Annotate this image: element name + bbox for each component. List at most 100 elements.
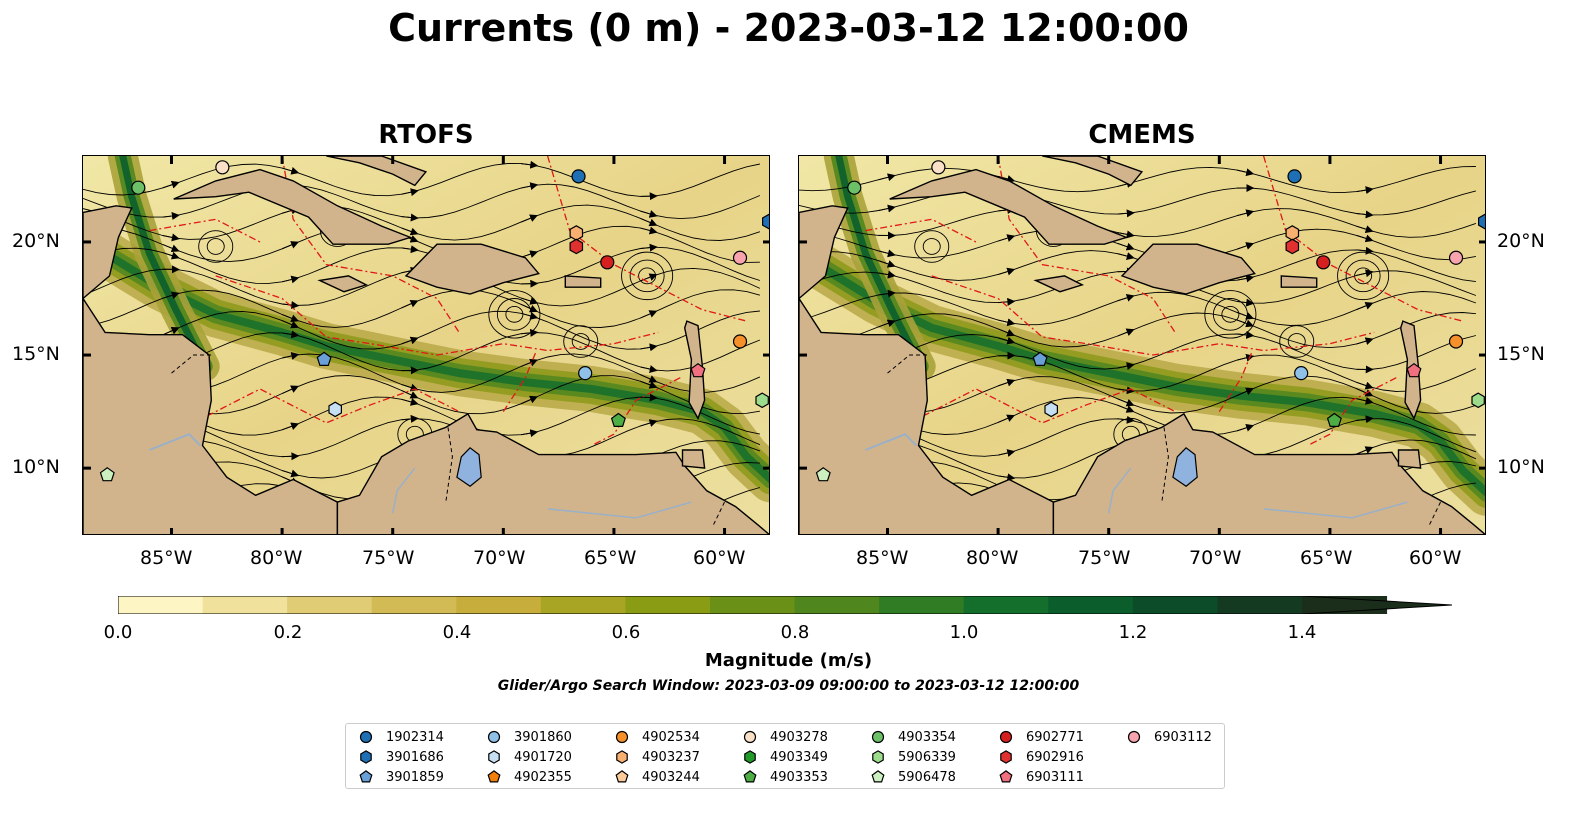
float-marker-4903354 [131, 180, 146, 195]
y-tick-label-left: 10°N [12, 456, 60, 478]
streamline-arrow [1356, 210, 1374, 219]
eddy-streamline [563, 325, 599, 358]
streamline-arrow [640, 217, 658, 227]
legend-label: 4903349 [770, 749, 828, 765]
streamline-arrow [520, 395, 538, 405]
x-tick-label-left: 60°W [693, 547, 746, 569]
streamline-arrow [878, 270, 896, 279]
land-yucatan [83, 205, 133, 300]
colorbar [118, 596, 1452, 614]
eddy-streamline [198, 230, 234, 263]
legend-label: 4903237 [642, 749, 700, 765]
eddy-streamline [496, 298, 532, 331]
legend-entry: 6902771 [998, 727, 1084, 747]
legend-entry: 6903111 [998, 767, 1084, 787]
streamline-arrow [401, 213, 419, 222]
legend-entry: 6902916 [998, 747, 1084, 767]
streamline-arrow [997, 336, 1016, 345]
float-marker-3901859 [1032, 351, 1048, 366]
streamline-arrow [520, 303, 538, 313]
streamline-arrow [1236, 387, 1254, 397]
float-marker-1902314 [1287, 169, 1302, 184]
legend-marker-icon [615, 770, 629, 783]
legend-marker-icon [871, 730, 885, 744]
legend-label: 4903354 [898, 729, 956, 745]
streamline-arrow [1356, 225, 1374, 234]
land-puerto-rico [1280, 275, 1318, 288]
colorbar-tick-label: 0.6 [611, 622, 641, 643]
float-marker-6903112 [1448, 250, 1464, 265]
x-tick-label-right: 75°W [1078, 547, 1131, 569]
legend-marker [487, 770, 501, 783]
land-puerto-rico [564, 275, 602, 288]
streamline-arrow [878, 204, 896, 213]
eez-boundary [909, 388, 1176, 424]
float-marker-1902314 [571, 169, 586, 184]
country-border [171, 354, 212, 374]
float-marker-6903111 [1406, 362, 1422, 378]
legend-label: 4903278 [770, 729, 828, 745]
river [1107, 467, 1132, 514]
streamline-arrow [281, 422, 300, 431]
legend-marker-icon [616, 750, 628, 764]
land-south-america [336, 412, 769, 534]
streamline-arrow [640, 243, 658, 252]
streamline-arrow [281, 385, 300, 394]
colorbar-segment [1048, 596, 1134, 614]
streamline-arrow [520, 214, 538, 223]
land-jamaica [317, 275, 369, 293]
colorbar-segment [963, 596, 1049, 614]
eddy-streamline [1345, 259, 1381, 293]
streamline-arrow [281, 314, 300, 323]
legend-marker [359, 730, 373, 744]
streamline-arrow [281, 469, 300, 478]
streamline-arrow [997, 378, 1016, 387]
lake-maracaibo [456, 447, 482, 487]
float-marker-4902534 [1448, 334, 1464, 349]
y-tick-label-right: 20°N [1497, 230, 1545, 252]
streamline-arrow [1117, 252, 1135, 260]
legend-marker [360, 750, 372, 764]
streamline-arrow [520, 297, 539, 305]
streamline-arrow [1356, 396, 1374, 405]
legend-entry: 5906339 [870, 747, 956, 767]
colorbar-segment [1132, 596, 1218, 614]
country-border [445, 427, 453, 503]
legend-entry: 1902314 [358, 727, 444, 747]
x-tick-label-right: 65°W [1300, 547, 1353, 569]
streamline-arrow [1236, 209, 1255, 218]
streamline-arrow [282, 330, 300, 339]
streamline-arrow [1117, 404, 1135, 413]
legend-marker [488, 750, 500, 764]
colorbar-segment [371, 596, 457, 614]
legend-label: 4903244 [642, 769, 700, 785]
eez-boundary [149, 218, 261, 243]
streamline-arrow [640, 374, 658, 383]
legend-label: 3901859 [386, 769, 444, 785]
streamline-arrow [997, 414, 1016, 423]
streamline-arrow [1117, 242, 1135, 251]
eez-boundary [1218, 350, 1254, 412]
colorbar-tick-label: 0.4 [442, 622, 472, 643]
float-legend: 1902314 3901686 3901859 3901860 4901720 49023… [345, 723, 1225, 789]
legend-marker [616, 750, 628, 764]
colorbar-segment [202, 596, 288, 614]
eez-boundary [865, 218, 977, 243]
streamline-arrow [1117, 230, 1135, 239]
streamline-arrow [1356, 337, 1374, 345]
float-marker-4902534 [732, 334, 748, 349]
legend-marker-icon [872, 750, 884, 764]
streamline-arrow [1236, 353, 1255, 362]
caribbean-current-jet [101, 249, 769, 483]
colorbar-segment [625, 596, 711, 614]
streamline-arrow [878, 289, 896, 298]
x-tick-label-left: 80°W [250, 547, 303, 569]
land-bahamas [326, 156, 428, 187]
river [547, 501, 692, 519]
streamline-arrow [1236, 298, 1255, 307]
search-window-caption: Glider/Argo Search Window: 2023-03-09 09… [497, 678, 1080, 694]
float-marker-5906339 [755, 392, 769, 409]
legend-entry: 4903354 [870, 727, 956, 747]
caribbean-current-jet [817, 262, 1485, 497]
streamline-arrow [1117, 386, 1135, 395]
